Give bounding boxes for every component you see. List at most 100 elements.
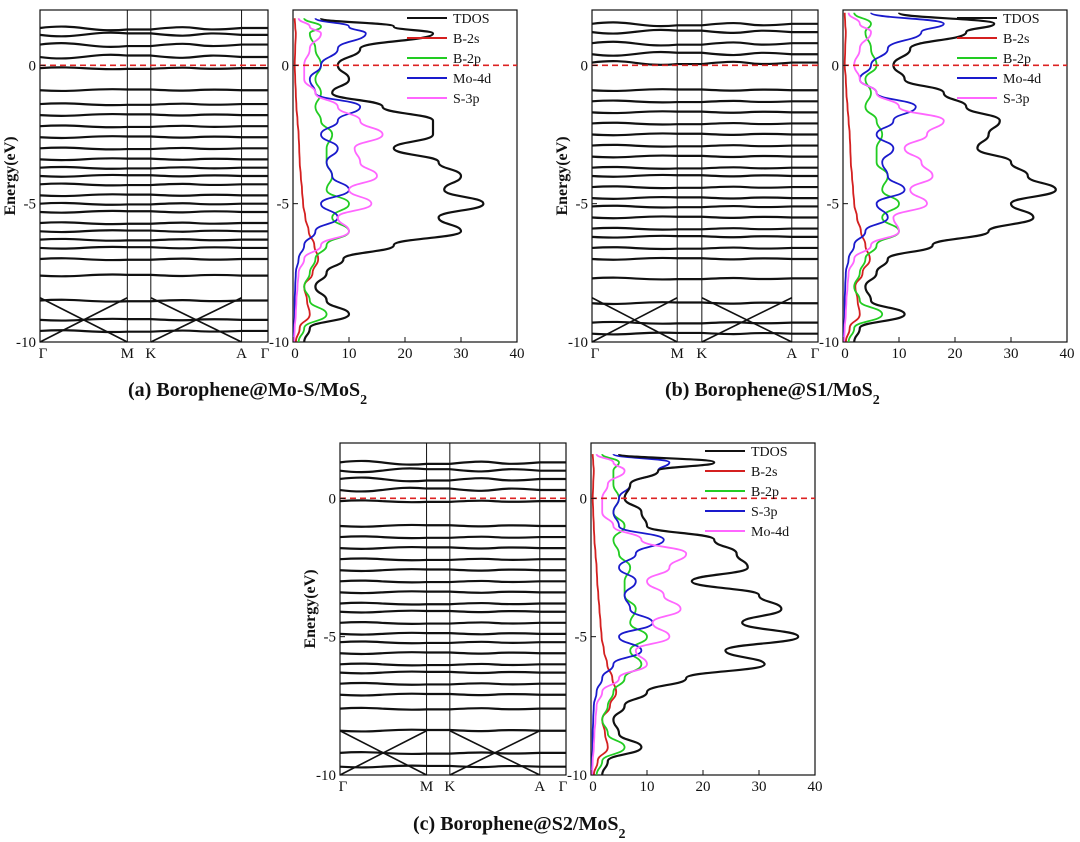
- band-line: [39, 31, 268, 38]
- legend: TDOS B-2s B-2p S-3p Mo-4d: [705, 445, 789, 540]
- band-line: [339, 651, 566, 656]
- k-point-label: M: [420, 779, 433, 795]
- band-line: [39, 297, 128, 343]
- band-line: [39, 317, 268, 322]
- dos-frame: [292, 9, 518, 343]
- y-tick-label: -5: [24, 197, 37, 213]
- band-line: [591, 165, 818, 170]
- caption-text: (b) Borophene@S1/MoS: [665, 379, 873, 401]
- band-line: [150, 297, 242, 343]
- band-line: [591, 226, 818, 231]
- band-line: [591, 28, 818, 35]
- legend-label: Mo-4d: [453, 72, 491, 87]
- band-line: [339, 692, 566, 697]
- band-line: [591, 204, 818, 209]
- y-tick-label: -5: [277, 197, 290, 213]
- band-line: [339, 579, 566, 584]
- band-crossings: [591, 297, 793, 343]
- band-lines: [591, 21, 818, 336]
- band-line: [591, 173, 818, 178]
- band-line: [339, 640, 566, 645]
- x-tick-label: 20: [948, 346, 963, 362]
- x-tick-label: 10: [342, 346, 357, 362]
- x-tick-label: 0: [291, 346, 299, 362]
- band-line: [39, 135, 268, 140]
- band-line: [591, 195, 818, 200]
- x-tick-label: 20: [398, 346, 413, 362]
- dos-frame: [842, 9, 1068, 343]
- k-point-label: K: [696, 346, 707, 362]
- k-point-label: Γ: [39, 346, 48, 362]
- y-tick-label: 0: [581, 58, 589, 74]
- y-axis-label: Energy(eV): [302, 569, 319, 648]
- x-tick-label: 40: [510, 346, 525, 362]
- band-line: [39, 237, 268, 242]
- band-line: [591, 132, 818, 137]
- band-line: [339, 670, 566, 675]
- x-tick-label: 30: [454, 346, 469, 362]
- band-line: [39, 229, 268, 234]
- dos-curve-b-2p: [847, 12, 900, 343]
- band-line: [39, 182, 268, 187]
- band-line: [591, 154, 818, 159]
- k-point-label: M: [671, 346, 684, 362]
- band-line: [339, 590, 566, 595]
- y-axis-label: Energy(eV): [2, 136, 19, 215]
- band-line: [39, 157, 268, 162]
- band-line: [39, 66, 268, 71]
- legend-label: B-2p: [1003, 52, 1031, 67]
- legend: TDOS B-2s B-2p Mo-4d S-3p: [407, 12, 491, 107]
- k-point-label: A: [236, 346, 247, 362]
- y-tick-label: -5: [324, 630, 337, 646]
- band-line: [39, 209, 268, 214]
- panel-caption: (a) Borophene@Mo-S/MoS2: [128, 379, 367, 408]
- y-tick-label: -10: [567, 768, 587, 784]
- band-line: [339, 523, 566, 528]
- band-line: [339, 486, 566, 493]
- band-line: [339, 681, 566, 686]
- legend-label: S-3p: [751, 505, 777, 520]
- band-line: [39, 42, 268, 48]
- k-point-label: Γ: [811, 346, 820, 362]
- panel-caption: (c) Borophene@S2/MoS2: [413, 813, 625, 842]
- dos-curve-mo-4d: [842, 11, 945, 343]
- band-line: [591, 50, 818, 57]
- band-line: [591, 276, 818, 281]
- panel-caption: (b) Borophene@S1/MoS2: [665, 379, 880, 408]
- x-tick-label: 40: [1060, 346, 1075, 362]
- band-line: [339, 730, 427, 776]
- dos-curve-tdos: [601, 453, 800, 776]
- band-line: [339, 557, 566, 562]
- band-line: [339, 609, 566, 614]
- x-tick-label: 30: [1004, 346, 1019, 362]
- band-line: [339, 662, 566, 667]
- band-line: [591, 99, 818, 104]
- x-tick-label: 0: [589, 779, 597, 795]
- band-line: [591, 297, 678, 343]
- dos-curve-tdos: [303, 17, 485, 343]
- band-line: [39, 221, 268, 226]
- y-tick-label: 0: [29, 58, 37, 74]
- y-tick-label: -5: [575, 630, 588, 646]
- legend: TDOS B-2s B-2p Mo-4d S-3p: [957, 12, 1041, 107]
- band-frame: [39, 9, 269, 343]
- y-tick-label: 0: [329, 491, 337, 507]
- band-line: [591, 246, 818, 251]
- x-tick-label: 30: [752, 779, 767, 795]
- band-line: [39, 25, 268, 32]
- band-line: [591, 301, 818, 306]
- legend-label: TDOS: [751, 445, 788, 460]
- x-tick-label: 10: [892, 346, 907, 362]
- band-line: [339, 751, 566, 756]
- caption-subscript: 2: [360, 393, 367, 408]
- legend-label: Mo-4d: [1003, 72, 1041, 87]
